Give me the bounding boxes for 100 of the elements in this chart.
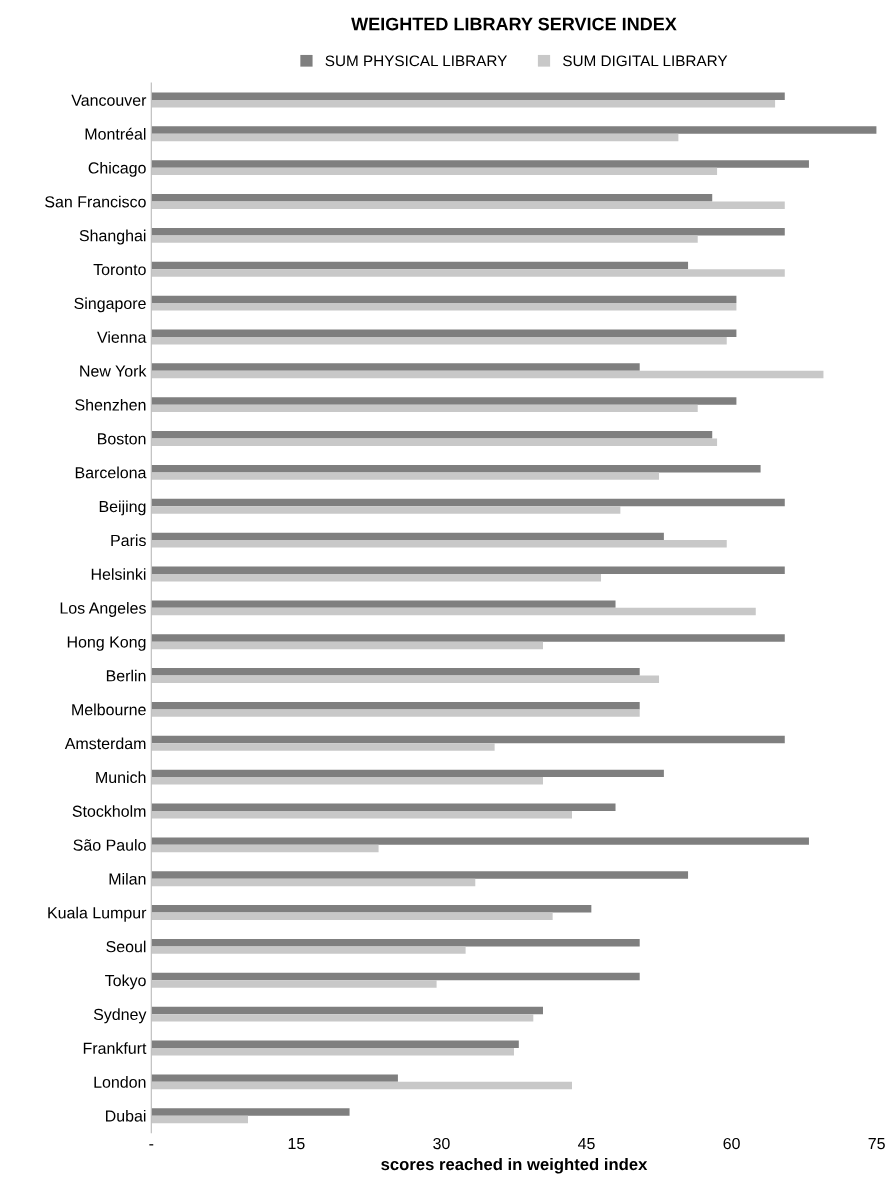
bar — [151, 701, 640, 710]
y-tick-label: Hong Kong — [67, 636, 146, 651]
bar — [151, 566, 785, 574]
y-tick-label: Munich — [96, 771, 146, 784]
bar — [151, 235, 698, 243]
bar — [151, 194, 713, 202]
y-tick-label: Shenzhen — [75, 398, 146, 411]
x-tick-label: 75 — [868, 1138, 885, 1150]
y-tick-label: Amsterdam — [64, 737, 146, 750]
bar — [151, 946, 466, 954]
bar — [151, 1014, 534, 1022]
bar — [151, 438, 718, 446]
bar — [151, 912, 553, 920]
y-tick-label: Montréal — [85, 127, 146, 140]
y-tick-label: London — [94, 1076, 146, 1088]
bar — [151, 303, 737, 311]
x-tick-label: 45 — [577, 1138, 595, 1150]
bar — [151, 201, 785, 209]
bar — [151, 370, 824, 379]
y-tick-label: Melbourne — [72, 703, 146, 716]
bar — [151, 641, 543, 650]
bar — [151, 1081, 572, 1090]
y-tick-label: Sydney — [93, 1008, 147, 1024]
bar — [151, 329, 737, 337]
bar — [151, 743, 495, 751]
legend-label: SUM PHYSICAL LIBRARY — [325, 55, 507, 67]
y-tick-label: Seoul — [106, 940, 146, 953]
y-tick-label: Dubai — [106, 1109, 146, 1122]
y-tick-label: Barcelona — [75, 466, 147, 479]
bar — [151, 126, 877, 134]
bar — [151, 269, 785, 277]
bar — [151, 532, 664, 541]
bar — [151, 160, 809, 168]
y-tick-label: Stockholm — [72, 805, 146, 817]
bar — [151, 261, 689, 270]
bar — [151, 336, 727, 345]
bar — [151, 1074, 398, 1082]
y-tick-label: Vienna — [97, 331, 147, 343]
y-tick-label: Shanghai — [79, 229, 146, 245]
bar — [151, 99, 776, 108]
y-tick-label: Beijing — [99, 500, 146, 516]
bar — [151, 1040, 519, 1048]
bar — [151, 472, 660, 480]
x-axis-title: scores reached in weighted index — [381, 1157, 648, 1174]
x-tick-label: - — [149, 1144, 154, 1146]
bar — [151, 92, 785, 100]
x-tick-label: 30 — [433, 1137, 450, 1150]
bar — [151, 871, 689, 879]
bar — [151, 980, 437, 988]
y-tick-label: Singapore — [74, 297, 146, 313]
bar — [151, 675, 660, 683]
bar — [151, 803, 616, 811]
bar — [151, 634, 785, 642]
bar — [151, 668, 640, 676]
bar — [151, 431, 713, 439]
chart-title: WEIGHTED LIBRARY SERVICE INDEX — [351, 17, 677, 31]
y-tick-label: Milan — [109, 872, 146, 885]
y-tick-label: Boston — [98, 433, 146, 445]
bar — [151, 506, 621, 514]
bar — [151, 1115, 249, 1124]
bar — [151, 878, 476, 887]
bar — [151, 844, 379, 853]
y-tick-label: Kuala Lumpur — [48, 906, 147, 922]
bar — [151, 133, 679, 142]
y-tick-label: Toronto — [93, 264, 146, 276]
bar — [151, 735, 785, 744]
bar — [151, 295, 737, 304]
legend-label: SUM DIGITAL LIBRARY — [563, 55, 728, 67]
bar — [151, 573, 602, 582]
y-tick-label: Helsinki — [91, 568, 146, 580]
bar — [151, 1108, 350, 1116]
bar — [151, 938, 640, 947]
bar — [151, 404, 698, 413]
y-tick-label: Berlin — [106, 669, 146, 682]
bar — [151, 810, 572, 819]
bar — [151, 1006, 543, 1015]
bar — [151, 709, 640, 717]
y-tick-label: Vancouver — [71, 94, 147, 106]
bar — [151, 777, 543, 785]
y-tick-label: San Francisco — [45, 195, 146, 208]
y-tick-label: Paris — [111, 534, 146, 547]
bar — [151, 905, 592, 913]
bar — [151, 607, 756, 616]
bar — [151, 397, 737, 405]
bar — [151, 540, 727, 548]
bar — [151, 464, 761, 473]
bar — [151, 498, 785, 507]
bar — [151, 363, 640, 371]
y-tick-label: São Paulo — [73, 839, 146, 851]
y-tick-label: Chicago — [88, 161, 146, 177]
y-tick-label: Tokyo — [105, 974, 146, 990]
bar — [151, 600, 616, 608]
y-tick-label: Frankfurt — [83, 1042, 147, 1054]
y-tick-label: New York — [80, 365, 147, 377]
x-tick-label: 15 — [288, 1138, 305, 1150]
bar — [151, 167, 718, 176]
bar — [151, 972, 640, 981]
x-tick-label: 60 — [723, 1137, 740, 1150]
y-tick-label: Los Angeles — [60, 602, 146, 617]
bar — [151, 227, 785, 236]
